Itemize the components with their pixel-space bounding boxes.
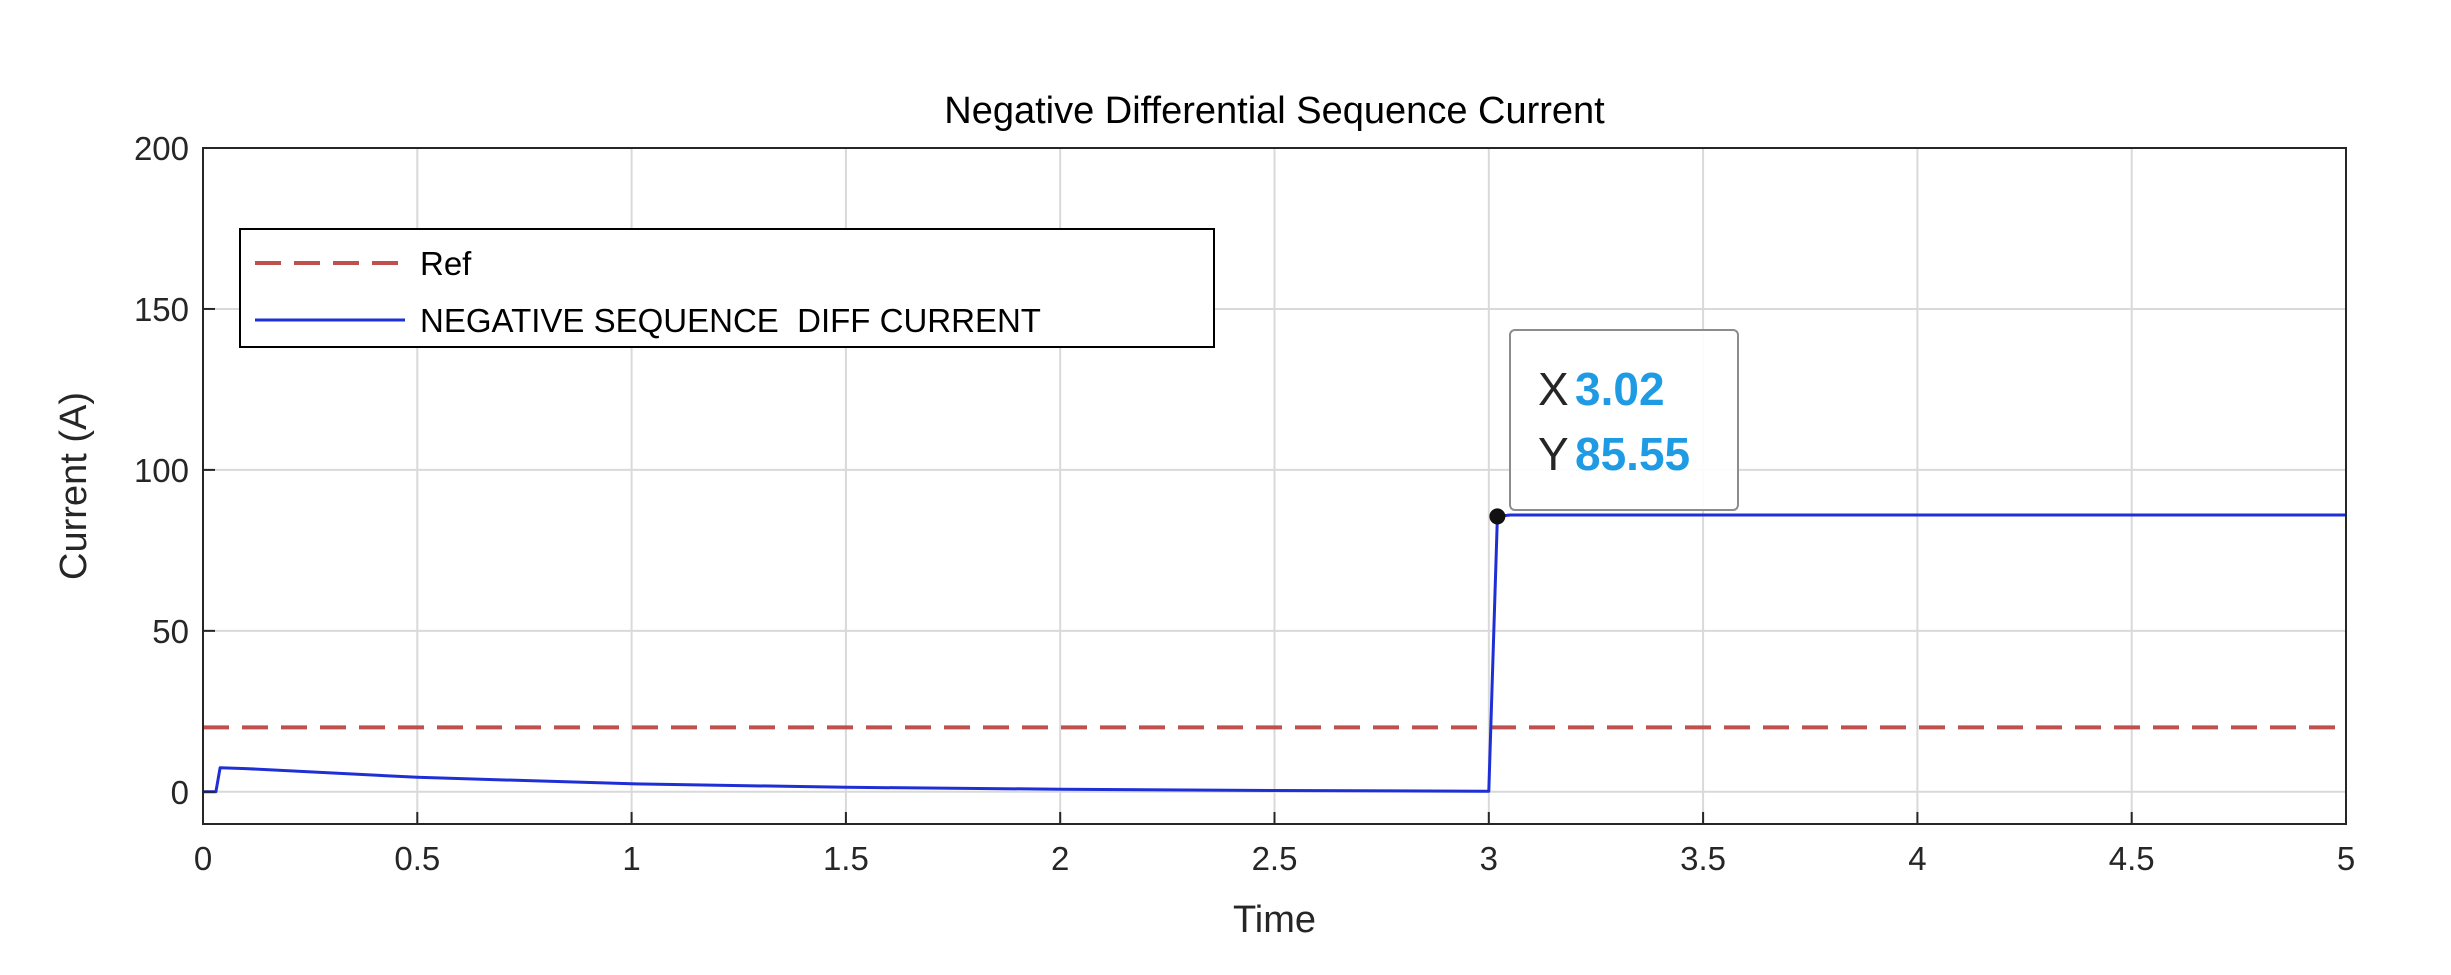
- legend[interactable]: Ref NEGATIVE SEQUENCE DIFF CURRENT: [239, 228, 1215, 348]
- x-tick-label: 3: [1480, 840, 1498, 877]
- x-tick-label: 2: [1051, 840, 1069, 877]
- series-line-neg-seq-diff-current: [203, 513, 2346, 794]
- datatip-y-value: 85.55: [1575, 428, 1690, 480]
- y-tick-label: 50: [152, 613, 189, 650]
- legend-box: [239, 228, 1215, 348]
- x-axis-label: Time: [1233, 899, 1316, 941]
- x-tick-label: 2.5: [1252, 840, 1298, 877]
- x-tick-label: 4.5: [2109, 840, 2155, 877]
- datatip-x-prefix: X: [1538, 363, 1569, 415]
- x-tick-label: 3.5: [1680, 840, 1726, 877]
- datatip-box: [1509, 329, 1739, 511]
- x-tick-label: 1: [622, 840, 640, 877]
- chart-title: Negative Differential Sequence Current: [944, 90, 1605, 132]
- legend-label-ref: Ref: [420, 245, 472, 282]
- y-tick-label: 100: [134, 452, 189, 489]
- datatip-marker[interactable]: [1489, 508, 1506, 525]
- x-tick-label: 0: [194, 840, 212, 877]
- datatip-y-prefix: Y: [1538, 428, 1569, 480]
- y-axis-label: Current (A): [53, 392, 95, 580]
- y-tick-label: 150: [134, 291, 189, 328]
- y-tick-label: 200: [134, 130, 189, 167]
- series-layer: [203, 513, 2346, 794]
- x-tick-label: 5: [2337, 840, 2355, 877]
- x-tick-label: 1.5: [823, 840, 869, 877]
- x-tick-label: 4: [1908, 840, 1926, 877]
- legend-label-neg-seq: NEGATIVE SEQUENCE DIFF CURRENT: [420, 302, 1041, 339]
- x-tick-label: 0.5: [394, 840, 440, 877]
- y-tick-label: 0: [171, 774, 189, 811]
- datatip-x-value: 3.02: [1575, 363, 1665, 415]
- datatip[interactable]: X 3.02 Y 85.55: [1509, 329, 1739, 511]
